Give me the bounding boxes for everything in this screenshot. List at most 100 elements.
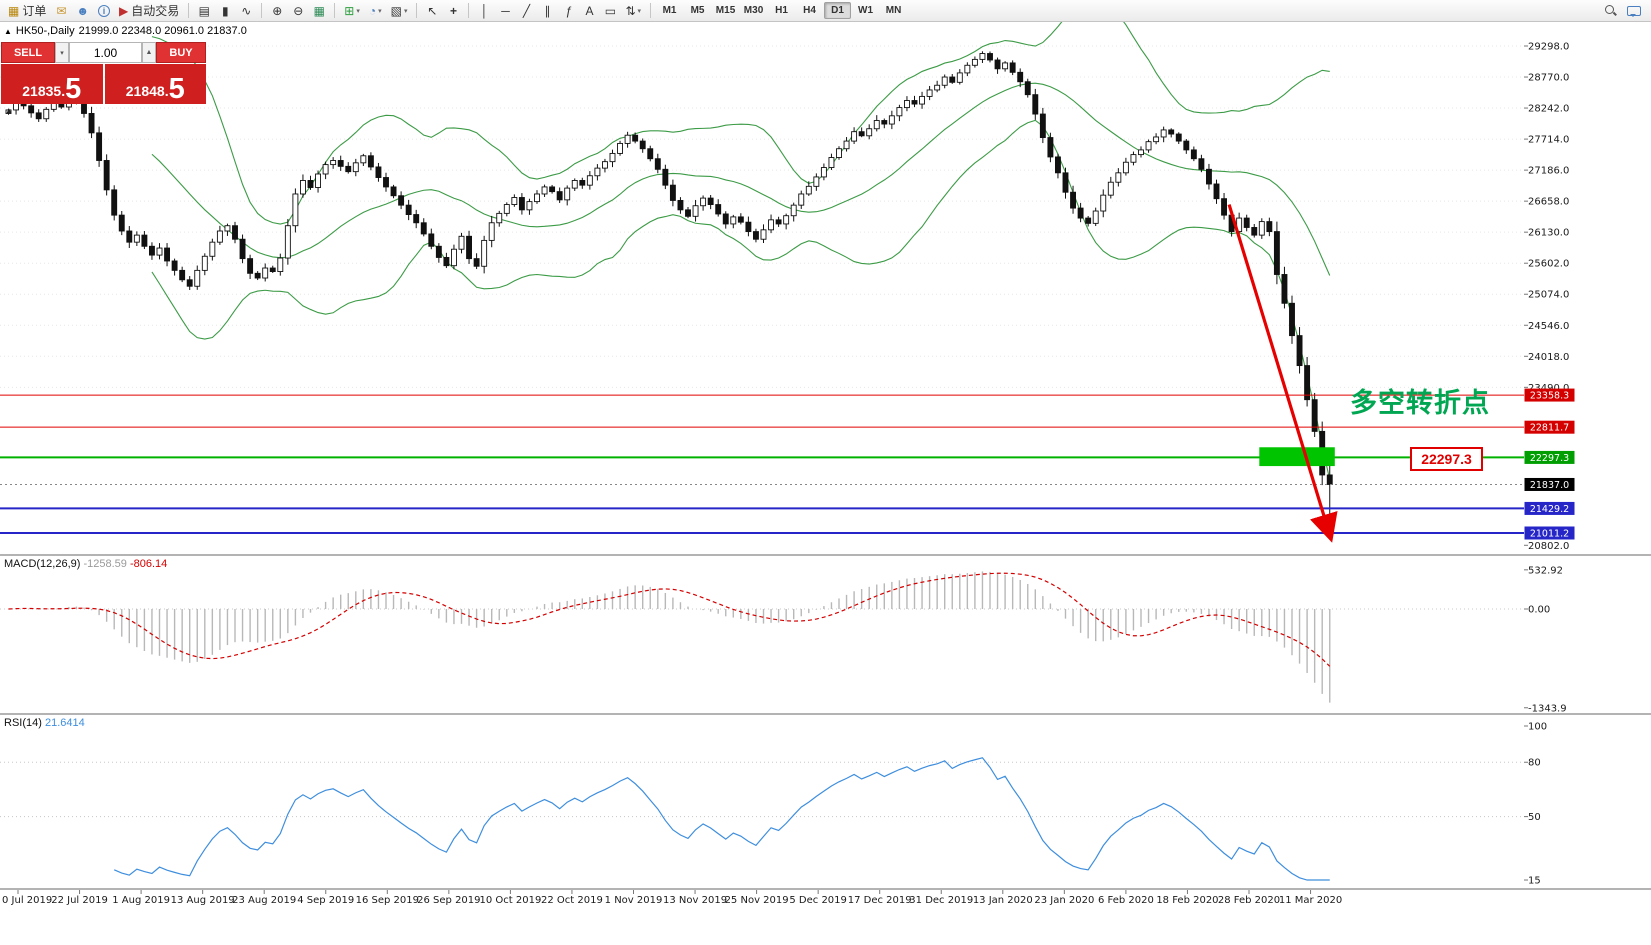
text-tool-icon: A	[585, 3, 594, 18]
profile-button[interactable]: ☻	[72, 2, 93, 20]
chevron-down-icon: ▾	[378, 7, 382, 15]
macd-label: MACD(12,26,9) -1258.59 -806.14	[4, 558, 167, 570]
text-tool-button[interactable]: A	[579, 2, 599, 20]
svg-text:4 Sep 2019: 4 Sep 2019	[297, 895, 354, 906]
volume-decrease-button[interactable]: ▾	[55, 42, 69, 63]
timeframe-h1[interactable]: H1	[775, 5, 788, 16]
svg-text:17 Dec 2019: 17 Dec 2019	[848, 895, 912, 906]
sell-button[interactable]: SELL	[1, 42, 55, 63]
channel-button[interactable]: ∥	[537, 2, 557, 20]
trendline-button[interactable]: ╱	[516, 2, 536, 20]
svg-text:24546.0: 24546.0	[1528, 321, 1569, 332]
new-order-button[interactable]: ▦ 订单	[4, 2, 50, 20]
svg-text:22 Jul 2019: 22 Jul 2019	[51, 895, 108, 906]
cursor-icon: ↖	[427, 3, 438, 18]
panel-separators	[0, 554, 1651, 890]
svg-text:27714.0: 27714.0	[1528, 135, 1569, 146]
grid-layer	[0, 45, 1524, 388]
svg-text:1 Nov 2019: 1 Nov 2019	[605, 895, 663, 906]
timeframe-w1[interactable]: W1	[858, 5, 874, 16]
timeframe-m1[interactable]: M1	[662, 5, 677, 16]
svg-text:21837.0: 21837.0	[1530, 480, 1569, 491]
svg-text:6 Feb 2020: 6 Feb 2020	[1098, 895, 1154, 906]
svg-text:21011.2: 21011.2	[1530, 528, 1569, 539]
timeframe-m30[interactable]: M30	[743, 5, 764, 16]
zoom-out-icon: ⊖	[293, 3, 304, 18]
zoom-out-button[interactable]: ⊖	[288, 2, 308, 20]
buy-price[interactable]: 21848. 5	[104, 64, 206, 104]
crosshair-icon: +	[449, 3, 457, 18]
svg-text:25602.0: 25602.0	[1528, 259, 1569, 270]
tile-windows-icon: ▦	[313, 3, 325, 18]
price-callout-label[interactable]: 22297.3	[1410, 447, 1483, 471]
svg-text:26130.0: 26130.0	[1528, 228, 1569, 239]
svg-text:16 Sep 2019: 16 Sep 2019	[356, 895, 419, 906]
macd-name: MACD(12,26,9)	[4, 558, 81, 570]
svg-text:27186.0: 27186.0	[1528, 166, 1569, 177]
svg-text:25074.0: 25074.0	[1528, 290, 1569, 301]
timeframe-h4[interactable]: H4	[803, 5, 816, 16]
fibonacci-icon: ƒ	[565, 3, 572, 18]
line-chart-button[interactable]: ∿	[236, 2, 256, 20]
timeframe-m15[interactable]: M15	[715, 5, 736, 16]
toolbar-separator	[334, 3, 336, 18]
one-click-collapse-toggle[interactable]: ▲	[5, 106, 13, 115]
fibonacci-button[interactable]: ƒ	[558, 2, 578, 20]
toolbar-right-group	[1604, 4, 1647, 17]
main-toolbar: ▦ 订单 ✉ ☻ i ▶ 自动交易 ▤ ▮ ∿ ⊕ ⊖ ▦ ⊞ ▾ ◔ ▾ ▧ …	[0, 0, 1651, 22]
chart-objects	[1227, 204, 1338, 543]
chevron-down-icon: ▾	[403, 7, 408, 15]
chart-title: ▲ HK50-,Daily 21999.0 22348.0 20961.0 21…	[4, 25, 247, 37]
info-icon: i	[98, 4, 110, 17]
shapes-button[interactable]: ⇅ ▾	[621, 2, 645, 20]
autotrading-button[interactable]: ▶ 自动交易	[115, 2, 183, 20]
svg-text:0 Jul 2019: 0 Jul 2019	[2, 895, 52, 906]
chat-icon[interactable]	[1627, 5, 1641, 17]
toolbar-separator	[650, 3, 652, 18]
candlestick-chart-button[interactable]: ▮	[215, 2, 235, 20]
indicators-button[interactable]: ⊞ ▾	[340, 2, 364, 20]
bar-chart-button[interactable]: ▤	[194, 2, 214, 20]
timeframe-mn[interactable]: MN	[885, 5, 902, 16]
envelope-button[interactable]: ✉	[51, 2, 71, 20]
trendline-icon: ╱	[522, 3, 531, 18]
svg-text:13 Aug 2019: 13 Aug 2019	[171, 895, 235, 906]
timeframe-d1[interactable]: D1	[824, 2, 852, 19]
svg-text:26 Sep 2019: 26 Sep 2019	[417, 895, 480, 906]
autotrading-label: 自动交易	[131, 4, 180, 18]
horizontal-line-icon: ─	[501, 3, 510, 18]
indicators-icon: ⊞	[344, 3, 355, 18]
turning-point-annotation: 多空转折点	[1350, 388, 1490, 418]
periods-icon: ◔	[368, 3, 377, 18]
vertical-line-button[interactable]: │	[474, 2, 494, 20]
volume-input[interactable]	[70, 43, 141, 62]
horizontal-line-button[interactable]: ─	[495, 2, 515, 20]
time-axis: 0 Jul 2019 22 Jul 2019 1 Aug 2019 13 Aug 20…	[2, 890, 1342, 906]
toolbar-separator	[261, 3, 263, 18]
svg-text:100: 100	[1528, 722, 1547, 733]
cursor-button[interactable]: ↖	[422, 2, 442, 20]
buy-button[interactable]: BUY	[156, 42, 206, 63]
zoom-in-button[interactable]: ⊕	[267, 2, 287, 20]
svg-text:18 Feb 2020: 18 Feb 2020	[1156, 895, 1218, 906]
envelope-icon: ✉	[56, 3, 67, 18]
svg-text:20802.0: 20802.0	[1528, 541, 1569, 552]
toolbar-separator	[188, 3, 190, 18]
toolbar-separator	[468, 3, 470, 18]
volume-increase-button[interactable]: ▲	[142, 42, 156, 63]
search-icon[interactable]	[1604, 4, 1617, 17]
templates-button[interactable]: ▧ ▾	[387, 2, 412, 20]
svg-text:21429.2: 21429.2	[1530, 504, 1569, 515]
crosshair-button[interactable]: +	[443, 2, 463, 20]
tile-windows-button[interactable]: ▦	[309, 2, 329, 20]
svg-text:1 Aug 2019: 1 Aug 2019	[112, 895, 170, 906]
sell-price[interactable]: 21835. 5	[1, 64, 103, 104]
svg-text:22 Oct 2019: 22 Oct 2019	[541, 895, 603, 906]
arrow-label-button[interactable]: ▭	[600, 2, 620, 20]
info-button[interactable]: i	[94, 2, 114, 20]
svg-text:25 Nov 2019: 25 Nov 2019	[725, 895, 789, 906]
periods-button[interactable]: ◔ ▾	[365, 2, 386, 20]
timeframe-m5[interactable]: M5	[690, 5, 705, 16]
price-badges: 23358.3 22811.7 22297.3 21837.0 21429.2 21011…	[1524, 388, 1575, 540]
